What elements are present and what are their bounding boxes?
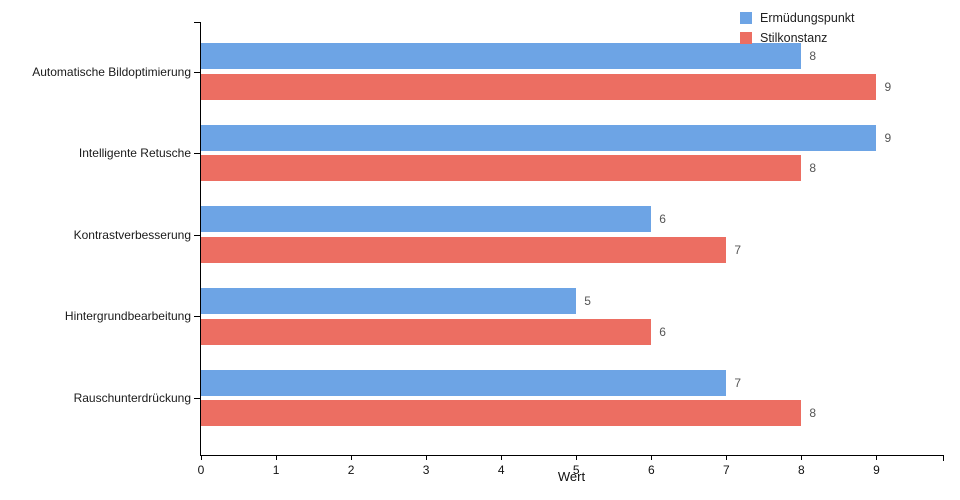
legend-swatch-Stilkonstanz [740, 31, 752, 44]
x-axis-title: Wert [557, 469, 586, 484]
bar-value-label: 9 [884, 130, 892, 145]
bar-Stilkonstanz [201, 318, 652, 345]
x-axis-tick-label: 4 [497, 463, 505, 477]
y-axis-tick [194, 71, 200, 73]
plot-area: Automatische Bildoptimierung 8 9 Intelligen… [32, 22, 944, 476]
legend-label: Ermüdungspunkt [760, 11, 855, 25]
bar-value-label: 5 [584, 294, 591, 309]
category-label: Hintergrundbearbeitung [64, 309, 191, 324]
bar-Ermüdungspunkt [201, 369, 727, 396]
legend-swatch-Ermüdungspunkt [740, 12, 752, 25]
x-axis-tick-label: 3 [422, 463, 430, 477]
bar-Ermüdungspunkt [201, 288, 577, 315]
bar-Ermüdungspunkt [201, 206, 652, 233]
bar-Ermüdungspunkt [201, 43, 802, 70]
bar-value-label: 7 [734, 242, 742, 257]
category-label: Automatische Bildoptimierung [32, 64, 191, 79]
bar-value-label: 6 [659, 324, 666, 339]
category-label: Intelligente Retusche [78, 146, 191, 161]
x-axis-tick-label: 7 [723, 463, 730, 477]
x-axis-tick [276, 455, 278, 460]
y-axis-outer-tick [194, 22, 200, 23]
y-axis-tick [194, 153, 200, 155]
x-axis-tick-label: 8 [798, 463, 805, 477]
x-axis-outer-tick [943, 455, 944, 461]
bar-Stilkonstanz [201, 155, 802, 182]
x-axis-tick [651, 455, 653, 460]
bar-Ermüdungspunkt [201, 124, 877, 151]
x-axis-tick [726, 455, 728, 460]
bar-value-label: 6 [659, 212, 666, 227]
x-axis-tick [351, 455, 353, 460]
legend-label: Stilkonstanz [760, 30, 828, 45]
y-axis-tick [194, 316, 200, 318]
x-axis-tick [201, 455, 202, 460]
legend-item: Ermüdungspunkt [740, 12, 855, 25]
x-axis-tick [576, 455, 578, 460]
x-axis-tick [801, 455, 803, 460]
x-axis-tick-label: 5 [572, 463, 580, 477]
x-axis-tick-label: 9 [873, 463, 880, 477]
x-axis-tick-label: 6 [647, 463, 655, 477]
bar-value-label: 8 [809, 161, 817, 176]
y-axis-tick [194, 234, 200, 236]
x-axis-tick [501, 455, 503, 460]
bar-value-label: 8 [809, 406, 817, 421]
legend: Ermüdungspunkt Stilkonstanz [740, 12, 855, 44]
y-axis-tick [194, 397, 200, 399]
x-axis-tick-label: 2 [347, 463, 355, 477]
bar-Stilkonstanz [201, 400, 802, 427]
bar-value-label: 8 [809, 49, 817, 64]
bar-Stilkonstanz [201, 73, 877, 100]
bar-value-label: 9 [884, 79, 892, 94]
x-axis-tick-label: 1 [272, 463, 280, 477]
bar-value-label: 7 [734, 375, 742, 390]
x-axis-tick-label: 0 [197, 463, 205, 477]
x-axis-tick [426, 455, 428, 460]
category-label: Rauschunterdrückung [73, 390, 191, 405]
legend-item: Stilkonstanz [740, 30, 855, 45]
x-axis-tick [876, 455, 878, 460]
bar-Stilkonstanz [201, 236, 727, 263]
category-label: Kontrastverbesserung [73, 227, 191, 242]
